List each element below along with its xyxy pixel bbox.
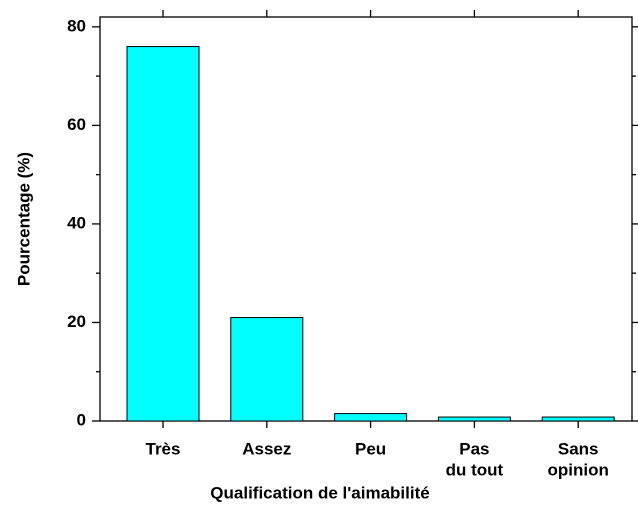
y-tick-label: 80 <box>67 16 86 35</box>
y-tick-label: 0 <box>77 410 86 429</box>
x-tick-label: Peu <box>355 439 386 458</box>
y-axis-title: Pourcentage (%) <box>14 152 33 286</box>
bar <box>126 46 200 422</box>
bar <box>437 416 511 422</box>
x-tick-label: du tout <box>446 460 504 479</box>
bar <box>541 416 615 422</box>
bar <box>230 317 304 422</box>
y-tick-label: 60 <box>67 115 86 134</box>
x-tick-label: Pas <box>459 439 489 458</box>
y-tick-label: 40 <box>67 213 86 232</box>
x-tick-label: Assez <box>242 439 291 458</box>
x-axis-title: Qualification de l'aimabilité <box>210 483 429 502</box>
x-tick-label: opinion <box>548 460 609 479</box>
x-tick-label: Sans <box>558 439 599 458</box>
bar <box>334 413 408 422</box>
x-tick-label: Très <box>146 439 181 458</box>
y-tick-label: 20 <box>67 312 86 331</box>
